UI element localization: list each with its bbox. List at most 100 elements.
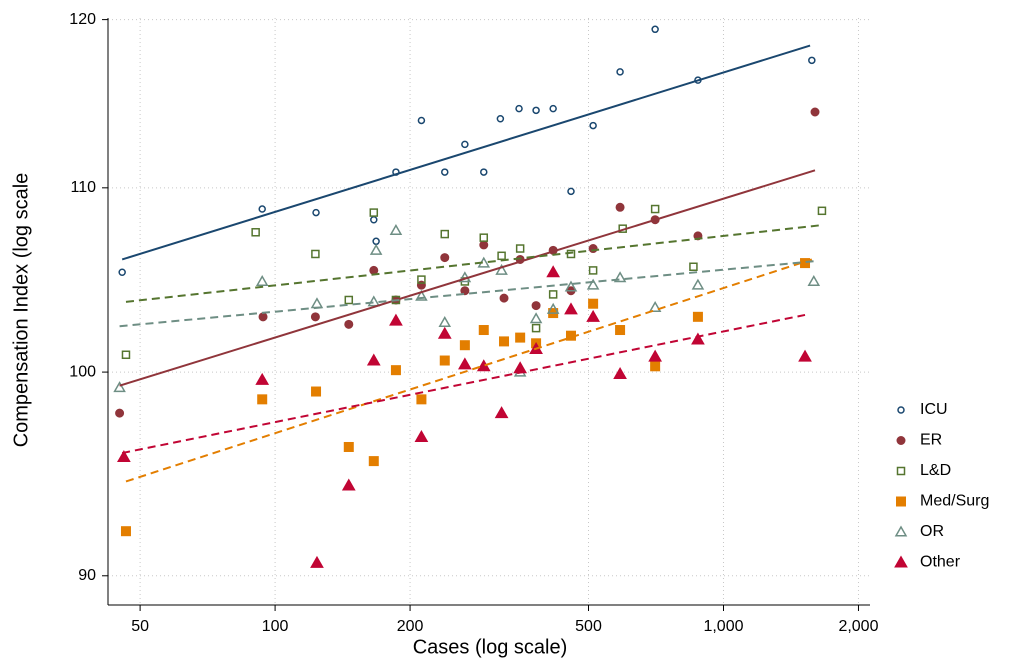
point: [390, 365, 401, 376]
point: [343, 441, 354, 452]
point: [258, 312, 268, 322]
point: [531, 323, 541, 333]
point: [479, 240, 489, 250]
point: [651, 25, 659, 34]
fit-line: [125, 258, 813, 483]
legend-label: ER: [920, 432, 942, 449]
point: [460, 286, 470, 296]
point: [479, 233, 489, 242]
point: [461, 140, 469, 149]
point: [689, 262, 698, 271]
legend-label: Other: [920, 554, 961, 571]
legend-marker: [894, 555, 908, 568]
legend-marker: [896, 466, 906, 476]
point: [532, 106, 540, 115]
point: [531, 301, 541, 311]
point: [257, 394, 268, 405]
point: [499, 336, 510, 347]
point: [613, 367, 627, 380]
point: [310, 297, 324, 309]
point: [417, 116, 426, 125]
point: [117, 450, 131, 463]
point: [476, 359, 491, 372]
fit-line: [121, 44, 811, 261]
point: [441, 168, 449, 176]
point: [478, 325, 489, 336]
point: [372, 237, 380, 246]
y-tick-label: 120: [69, 11, 96, 28]
point: [251, 228, 260, 237]
legend-marker: [897, 406, 905, 414]
point: [415, 289, 428, 301]
x-tick-label: 1,000: [703, 618, 743, 635]
point: [810, 107, 820, 117]
point: [258, 205, 266, 213]
point: [480, 168, 488, 176]
point: [121, 350, 131, 360]
point: [310, 555, 324, 568]
point: [458, 357, 472, 370]
point: [567, 187, 575, 196]
point: [367, 295, 381, 307]
point: [615, 202, 625, 212]
x-tick-label: 2,000: [838, 618, 878, 635]
point: [113, 381, 126, 393]
point: [369, 243, 383, 255]
legend-label: OR: [920, 523, 944, 540]
point: [546, 302, 560, 314]
point: [691, 278, 705, 290]
point: [368, 456, 379, 467]
point: [529, 312, 543, 324]
point: [650, 204, 660, 214]
point: [515, 244, 525, 253]
point: [440, 229, 450, 239]
point: [344, 295, 354, 305]
point: [586, 278, 600, 290]
y-tick-label: 110: [70, 179, 96, 196]
fit-line: [121, 313, 806, 455]
point: [515, 104, 523, 113]
x-tick-label: 200: [397, 618, 424, 635]
point: [808, 56, 816, 65]
y-tick-label: 90: [78, 567, 96, 584]
legend-marker: [896, 436, 906, 445]
x-tick-label: 500: [575, 618, 602, 635]
point: [311, 249, 320, 259]
point: [255, 274, 269, 286]
point: [438, 315, 452, 327]
point: [648, 349, 663, 362]
point: [497, 251, 506, 261]
x-tick-label: 100: [262, 618, 289, 635]
point: [414, 429, 429, 442]
point: [691, 332, 705, 345]
point: [548, 290, 558, 299]
point: [564, 302, 578, 315]
point: [120, 526, 131, 537]
point: [440, 253, 450, 263]
point: [417, 275, 426, 284]
point: [459, 340, 470, 351]
point: [589, 121, 597, 130]
x-tick-label: 50: [131, 618, 149, 635]
point: [586, 309, 600, 322]
legend-label: ICU: [920, 401, 948, 418]
legend-label: L&D: [920, 462, 951, 479]
point: [615, 325, 626, 336]
point: [798, 349, 812, 362]
point: [366, 353, 381, 366]
point: [369, 208, 379, 217]
point: [613, 271, 627, 283]
point: [416, 394, 427, 405]
point: [389, 223, 403, 235]
y-axis-label: Compensation Index (log scale: [10, 173, 32, 448]
point: [370, 215, 378, 224]
point: [549, 104, 557, 113]
point: [437, 326, 452, 339]
point: [115, 408, 125, 418]
point: [495, 263, 508, 275]
point: [515, 332, 526, 343]
point: [310, 312, 320, 322]
point: [817, 206, 827, 216]
point: [588, 298, 599, 309]
